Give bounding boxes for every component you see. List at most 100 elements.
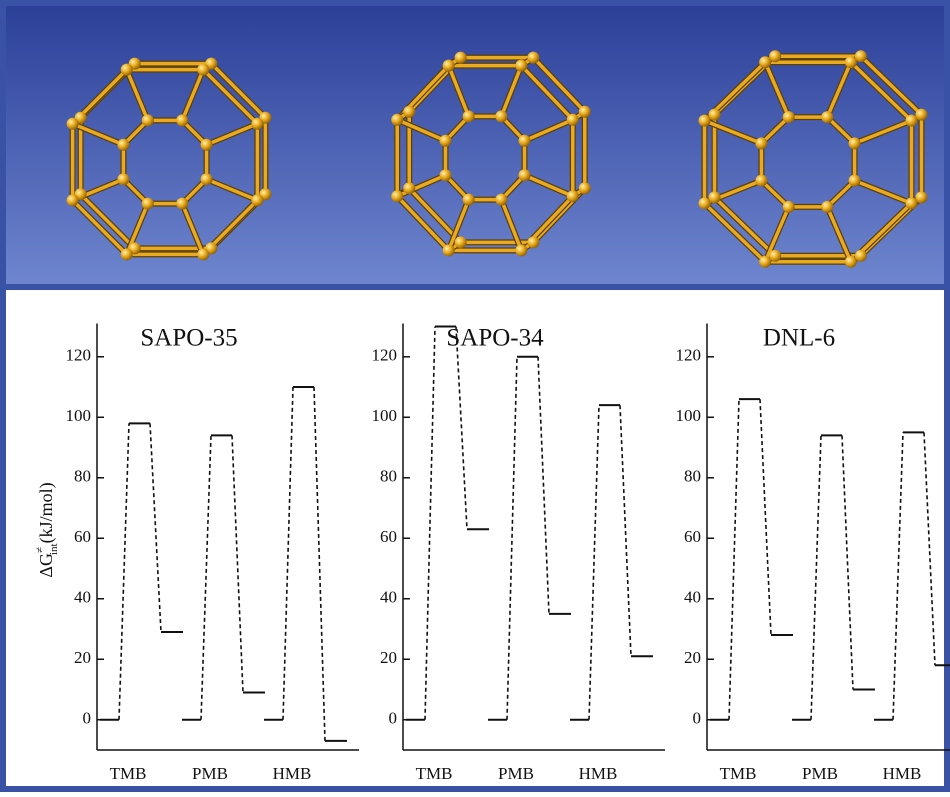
- cage-atom: [699, 197, 711, 209]
- cage-atom: [855, 50, 867, 62]
- y-tick-label: 20: [380, 648, 397, 667]
- cage-atom: [518, 169, 530, 181]
- y-tick-label: 0: [389, 709, 398, 728]
- cage-atom: [769, 50, 781, 62]
- y-label-sup: ≠: [34, 547, 46, 553]
- cage-atom: [915, 109, 927, 121]
- y-tick-label: 60: [380, 527, 397, 546]
- cage-atom: [579, 182, 591, 194]
- cage-atom: [251, 118, 263, 130]
- cage-atom: [849, 175, 861, 187]
- y-label-main: ΔG: [36, 553, 56, 578]
- y-tick-label: 100: [66, 406, 92, 425]
- cage-atom: [515, 60, 527, 72]
- cage-atom: [176, 198, 188, 210]
- cage-atom: [515, 244, 527, 256]
- cage-atom: [440, 169, 452, 181]
- cage-atom: [121, 248, 133, 260]
- y-tick-label: 40: [684, 588, 701, 607]
- cage-atom: [905, 115, 917, 127]
- cage-atom: [759, 256, 771, 268]
- cage-atom: [855, 250, 867, 262]
- cage-atom: [759, 56, 771, 68]
- y-tick-label: 80: [74, 467, 91, 486]
- cage-atom: [495, 194, 507, 206]
- cage-atom: [849, 137, 861, 149]
- cage-atom: [443, 60, 455, 72]
- cage-atom: [251, 194, 263, 206]
- y-tick-label: 60: [684, 527, 701, 546]
- x-category-label: PMB: [802, 764, 838, 783]
- x-category-label: HMB: [579, 764, 618, 783]
- x-category-label: TMB: [110, 764, 147, 783]
- x-category-label: HMB: [883, 764, 922, 783]
- cage-atom: [709, 191, 721, 203]
- cage-atom: [518, 135, 530, 147]
- cage-atom: [197, 248, 209, 260]
- x-category-label: PMB: [192, 764, 228, 783]
- cage-atom: [527, 236, 539, 248]
- y-tick-label: 120: [372, 346, 398, 365]
- cage-atom: [117, 139, 129, 151]
- cage-atom: [455, 236, 467, 248]
- y-tick-label: 0: [693, 709, 702, 728]
- cage-atom: [142, 114, 154, 126]
- y-tick-label: 60: [74, 527, 91, 546]
- y-tick-label: 0: [83, 709, 92, 728]
- y-tick-label: 80: [380, 467, 397, 486]
- cage-atom: [755, 175, 767, 187]
- cage-atom: [527, 52, 539, 64]
- cage-atom: [197, 64, 209, 76]
- cage-atom: [391, 114, 403, 126]
- cage-atom: [201, 173, 213, 185]
- cage-atom: [403, 182, 415, 194]
- chart-title: SAPO-35: [140, 325, 237, 352]
- cage-atom: [783, 111, 795, 123]
- cage-atom: [142, 198, 154, 210]
- cage-atom: [567, 190, 579, 202]
- figure: ΔG≠int(kJ/mol) SAPO-35 0 20 40 60 80 100 120 TMB…: [0, 0, 950, 792]
- y-tick-label: 120: [676, 346, 702, 365]
- cage-atom: [455, 52, 467, 64]
- cage-atom: [783, 201, 795, 213]
- y-label-sub: int: [48, 543, 60, 555]
- cage-atom: [67, 118, 79, 130]
- y-tick-label: 120: [66, 346, 92, 365]
- cage-atom: [176, 114, 188, 126]
- cage-atom: [463, 110, 475, 122]
- cage-atom: [463, 194, 475, 206]
- x-category-label: TMB: [720, 764, 757, 783]
- cage-atom: [845, 56, 857, 68]
- cage-atom: [117, 173, 129, 185]
- y-axis-label: ΔG≠int(kJ/mol): [34, 482, 60, 577]
- cage-atom: [905, 197, 917, 209]
- cage-atom: [821, 201, 833, 213]
- y-tick-label: 100: [372, 406, 398, 425]
- cage-atom: [201, 139, 213, 151]
- y-tick-label: 20: [74, 648, 91, 667]
- y-tick-label: 80: [684, 467, 701, 486]
- x-category-label: TMB: [416, 764, 453, 783]
- cage-atom: [579, 106, 591, 118]
- cage-atom: [121, 64, 133, 76]
- x-category-label: PMB: [498, 764, 534, 783]
- chart-title: SAPO-34: [446, 325, 544, 352]
- cage-atom: [699, 115, 711, 127]
- cage-atom: [440, 135, 452, 147]
- cage-atom: [709, 109, 721, 121]
- cage-atom: [67, 194, 79, 206]
- y-tick-label: 20: [684, 648, 701, 667]
- cage-atom: [845, 256, 857, 268]
- x-category-label: HMB: [273, 764, 312, 783]
- y-tick-label: 100: [676, 406, 702, 425]
- y-tick-label: 40: [74, 588, 91, 607]
- cage-atom: [391, 190, 403, 202]
- chart-title: DNL-6: [763, 325, 835, 352]
- y-label-unit: (kJ/mol): [36, 482, 57, 543]
- cage-atom: [567, 114, 579, 126]
- cage-atom: [443, 244, 455, 256]
- cage-atom: [495, 110, 507, 122]
- cage-atom: [769, 250, 781, 262]
- cage-atom: [755, 137, 767, 149]
- cage-atom: [915, 191, 927, 203]
